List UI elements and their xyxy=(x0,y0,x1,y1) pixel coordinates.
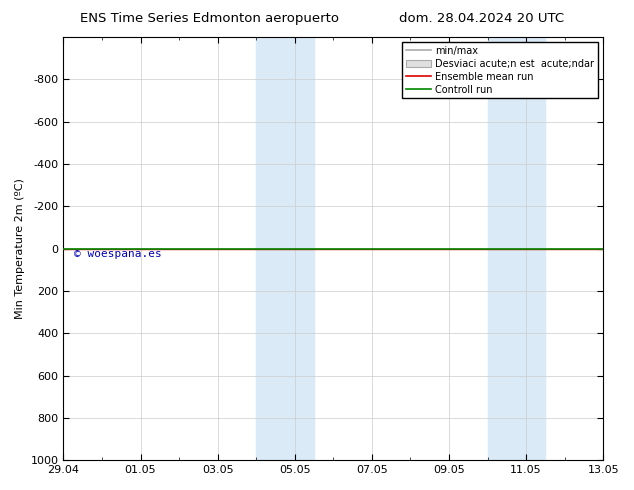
Bar xyxy=(488,37,545,460)
Text: ENS Time Series Edmonton aeropuerto: ENS Time Series Edmonton aeropuerto xyxy=(80,12,339,25)
Legend: min/max, Desviaci acute;n est  acute;ndar, Ensemble mean run, Controll run: min/max, Desviaci acute;n est acute;ndar… xyxy=(403,42,598,98)
Text: dom. 28.04.2024 20 UTC: dom. 28.04.2024 20 UTC xyxy=(399,12,564,25)
Bar xyxy=(256,37,314,460)
Y-axis label: Min Temperature 2m (ºC): Min Temperature 2m (ºC) xyxy=(15,178,25,319)
Text: © woespana.es: © woespana.es xyxy=(74,248,162,259)
